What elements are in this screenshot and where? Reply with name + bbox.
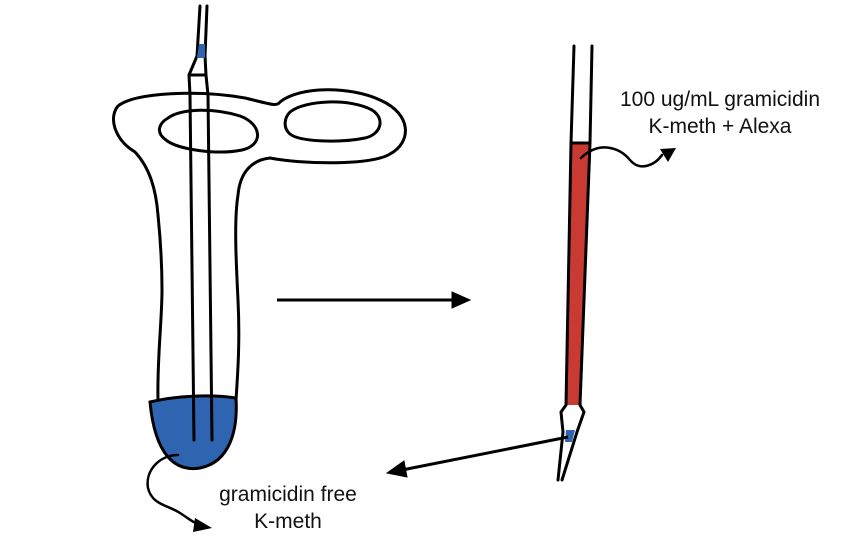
backfill-solution	[566, 143, 590, 405]
tip-fill-solution-label-line2: K-meth	[254, 510, 322, 533]
filled-pipette	[556, 44, 594, 482]
vial-inner-loop-right	[283, 100, 382, 143]
tip-label-arrow-head	[385, 460, 408, 478]
backfill-label-connector	[579, 146, 664, 168]
backfill-solution-label-line2: K-meth + Alexa	[648, 115, 792, 138]
transfer-arrow	[277, 291, 472, 309]
pipette-in-vial-tip-fluid	[197, 44, 205, 58]
backfill-label-connector-arrowhead	[660, 148, 676, 162]
vial	[112, 88, 407, 402]
tip-fill-solution-label-line1: gramicidin free	[219, 483, 357, 506]
transfer-arrow-head	[451, 291, 472, 309]
pipette-in-vial-left-wall	[187, 4, 202, 442]
tip-fill-solution-label: gramicidin free K-meth	[178, 481, 398, 535]
filled-pipette-left-wall	[556, 44, 576, 482]
vial-inner-loop-left	[158, 108, 259, 154]
filled-pipette-right-wall	[560, 44, 594, 482]
backfill-solution-label: 100 ug/mL gramicidin K-meth + Alexa	[588, 86, 852, 140]
tip-fill-label-connector	[146, 453, 200, 526]
tip-label-arrow-shaft	[401, 435, 569, 472]
backfill-solution-label-line1: 100 ug/mL gramicidin	[620, 88, 820, 111]
pipette-in-vial	[187, 4, 214, 442]
pipette-in-vial-right-wall	[203, 4, 214, 442]
tip-label-arrow	[385, 435, 569, 478]
tip-solution-in-pipette	[565, 430, 575, 442]
vial-outline	[112, 88, 407, 402]
tip-fill-label-connector-arrowhead	[193, 518, 212, 532]
